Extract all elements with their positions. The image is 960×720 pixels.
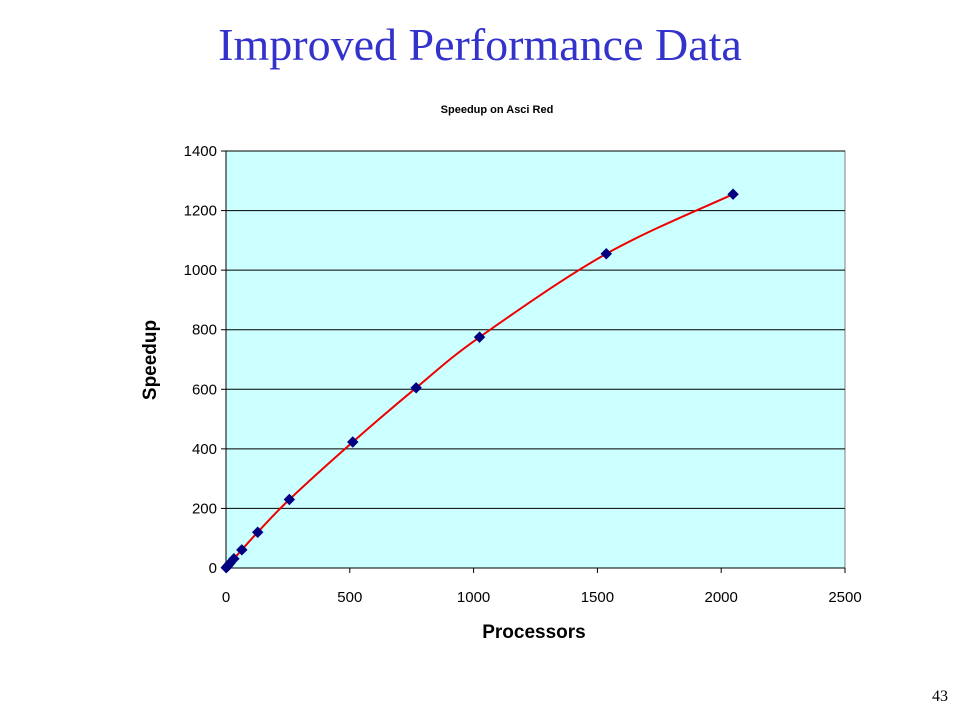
x-tick-label: 1500 bbox=[581, 589, 614, 606]
data-point-marker bbox=[251, 526, 264, 538]
plot-area bbox=[225, 150, 846, 569]
y-tick-label: 0 bbox=[209, 560, 217, 577]
data-point-marker bbox=[228, 553, 240, 565]
data-markers bbox=[220, 188, 739, 574]
x-axis-title: Processors bbox=[482, 622, 586, 643]
data-point-marker bbox=[727, 188, 739, 200]
axis-ticks: 0 200 400 600 800 1000 1200 1400 0 500 1000 1500 200… bbox=[184, 143, 862, 606]
y-tick-label: 800 bbox=[192, 322, 217, 339]
y-tick-label: 400 bbox=[192, 441, 217, 458]
y-tick-label: 1400 bbox=[184, 143, 217, 160]
data-point-marker bbox=[347, 436, 359, 448]
page-number: 43 bbox=[932, 688, 948, 705]
data-point-marker bbox=[600, 248, 613, 260]
x-tick-label: 1000 bbox=[457, 589, 490, 606]
chart-title: Speedup on Asci Red bbox=[441, 104, 554, 116]
x-tick-label: 2500 bbox=[828, 589, 861, 606]
x-tick-label: 0 bbox=[222, 589, 230, 606]
y-tick-label: 600 bbox=[192, 381, 217, 398]
data-point-marker bbox=[410, 382, 422, 394]
data-point-marker bbox=[283, 493, 296, 506]
y-tick-label: 1200 bbox=[184, 203, 217, 220]
y-tick-label: 1000 bbox=[184, 262, 217, 279]
y-tick-label: 200 bbox=[192, 500, 217, 517]
x-tick-label: 2000 bbox=[705, 589, 738, 606]
x-tick-label: 500 bbox=[337, 589, 362, 606]
data-point-marker bbox=[236, 544, 248, 556]
data-point-marker bbox=[473, 331, 486, 343]
y-axis-title: Speedup bbox=[140, 320, 161, 400]
slide-title: Improved Performance Data bbox=[218, 19, 742, 70]
